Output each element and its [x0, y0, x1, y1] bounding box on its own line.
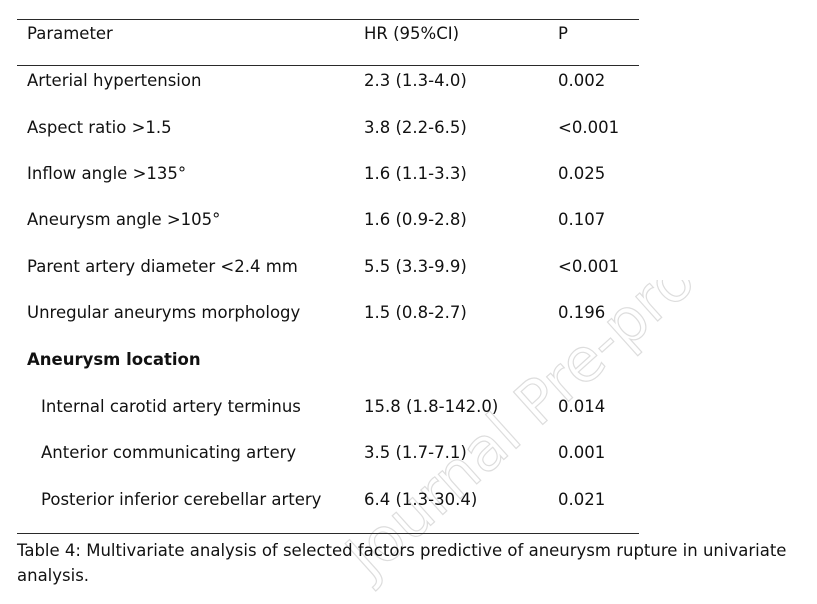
row-parameter: Parent artery diameter <2.4 mm: [27, 257, 298, 276]
header-p: P: [558, 24, 568, 43]
row-parameter: Aneurysm angle >105°: [27, 210, 221, 229]
section-heading-aneurysm-location: Aneurysm location: [27, 350, 201, 369]
row-hr: 3.8 (2.2-6.5): [364, 118, 467, 137]
row-parameter: Aspect ratio >1.5: [27, 118, 172, 137]
row-parameter: Internal carotid artery terminus: [41, 397, 301, 416]
row-parameter: Anterior communicating artery: [41, 443, 297, 462]
row-p: <0.001: [558, 257, 620, 276]
row-hr: 1.6 (0.9-2.8): [364, 210, 467, 229]
row-hr: 6.4 (1.3-30.4): [364, 490, 478, 509]
row-hr: 1.6 (1.1-3.3): [364, 164, 467, 183]
row-parameter: Inflow angle >135°: [27, 164, 187, 183]
row-p: 0.021: [558, 490, 606, 509]
row-hr: 1.5 (0.8-2.7): [364, 303, 467, 322]
table-caption: Table 4: Multivariate analysis of select…: [17, 541, 787, 585]
header-hr: HR (95%CI): [364, 24, 460, 43]
row-hr: 2.3 (1.3-4.0): [364, 71, 467, 90]
row-p: 0.107: [558, 210, 606, 229]
row-p: <0.001: [558, 118, 620, 137]
row-hr: 5.5 (3.3-9.9): [364, 257, 467, 276]
row-hr: 3.5 (1.7-7.1): [364, 443, 467, 462]
row-p: 0.002: [558, 71, 606, 90]
row-parameter: Unregular aneuryms morphology: [27, 303, 301, 322]
row-parameter: Posterior inferior cerebellar artery: [41, 490, 322, 509]
row-p: 0.025: [558, 164, 606, 183]
header-parameter: Parameter: [27, 24, 113, 43]
table-top-rule: [17, 19, 639, 20]
row-hr: 15.8 (1.8-142.0): [364, 397, 499, 416]
row-p: 0.001: [558, 443, 606, 462]
row-p: 0.196: [558, 303, 606, 322]
row-p: 0.014: [558, 397, 606, 416]
table-bottom-rule: [17, 533, 639, 534]
table-header-rule: [17, 65, 639, 66]
row-parameter: Arterial hypertension: [27, 71, 202, 90]
